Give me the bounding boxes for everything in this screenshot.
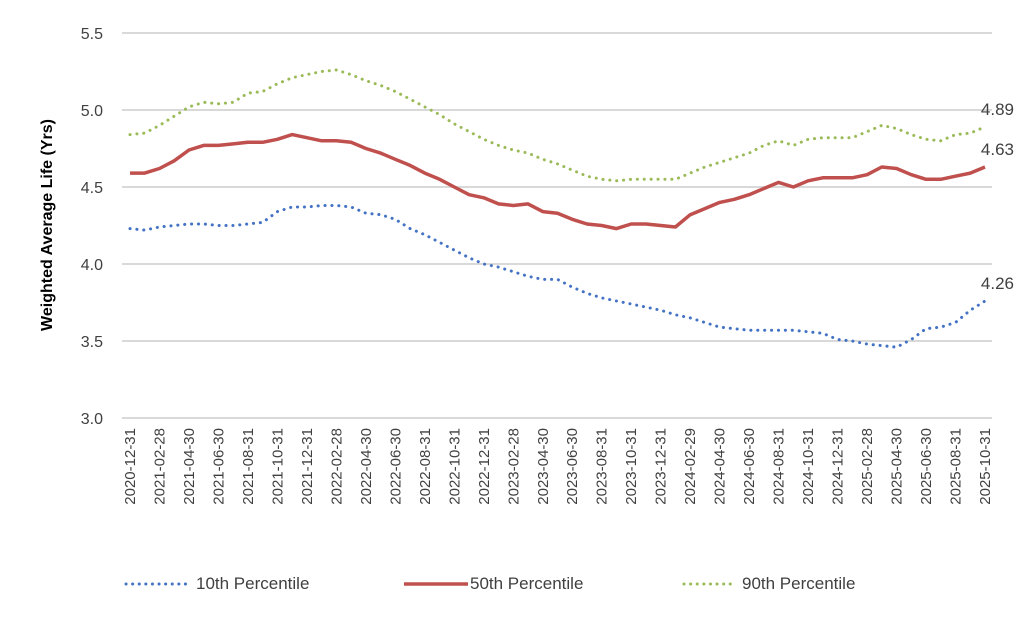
x-tick-label: 2021-08-31 [240, 428, 257, 505]
x-tick-label: 2021-10-31 [269, 428, 286, 505]
end-data-label: 4.89 [981, 100, 1014, 119]
x-tick-label: 2025-08-31 [948, 428, 965, 505]
x-tick-label: 2023-08-31 [594, 428, 611, 505]
x-tick-label: 2020-12-31 [122, 428, 139, 505]
series-line-10th-percentile [128, 204, 987, 349]
y-axis-ticks: 3.0 3.5 4.0 4.5 5.0 5.5 [81, 26, 103, 428]
legend-swatch-90th [682, 582, 734, 586]
legend-item-10th: 10th Percentile [124, 574, 309, 594]
y-tick-label: 4.0 [81, 257, 103, 274]
x-tick-label: 2022-02-28 [328, 428, 345, 505]
x-tick-label: 2025-02-28 [859, 428, 876, 505]
x-tick-label: 2021-02-28 [151, 428, 168, 505]
x-tick-label: 2023-02-28 [505, 428, 522, 505]
x-tick-label: 2024-04-30 [712, 428, 729, 505]
line-chart: 3.0 3.5 4.0 4.5 5.0 5.5 Weighted Average Life… [39, 26, 1014, 505]
end-data-label: 4.26 [981, 274, 1014, 293]
legend-item-50th: 50th Percentile [404, 574, 583, 594]
x-tick-label: 2022-06-30 [387, 428, 404, 505]
data-labels: 4.89 4.63 4.26 [981, 100, 1014, 293]
x-tick-label: 2023-06-30 [564, 428, 581, 505]
legend-swatch-10th [124, 582, 188, 586]
x-tick-label: 2024-06-30 [741, 428, 758, 505]
x-tick-label: 2025-04-30 [889, 428, 906, 505]
end-data-label: 4.63 [981, 140, 1014, 159]
legend-label-50th: 50th Percentile [470, 574, 584, 593]
x-tick-label: 2022-04-30 [358, 428, 375, 505]
x-tick-label: 2024-12-31 [830, 428, 847, 505]
y-axis-label: Weighted Average Life (Yrs) [39, 119, 56, 331]
y-tick-label: 3.0 [81, 411, 103, 428]
legend-label-90th: 90th Percentile [742, 574, 856, 593]
x-tick-label: 2021-12-31 [299, 428, 316, 505]
x-tick-label: 2024-08-31 [771, 428, 788, 505]
series-line-50th-percentile [130, 132, 986, 231]
y-tick-label: 3.5 [81, 334, 103, 351]
series-lines [128, 68, 987, 349]
y-tick-label: 4.5 [81, 180, 103, 197]
x-tick-label: 2025-06-30 [918, 428, 935, 505]
x-tick-label: 2022-10-31 [446, 428, 463, 505]
x-tick-label: 2025-10-31 [977, 428, 994, 505]
legend-label-10th: 10th Percentile [196, 574, 310, 593]
x-tick-label: 2023-12-31 [653, 428, 670, 505]
y-tick-label: 5.5 [81, 26, 103, 43]
x-tick-label: 2023-04-30 [535, 428, 552, 505]
legend: 10th Percentile 50th Percentile 90th Per… [0, 574, 1024, 600]
x-tick-label: 2022-08-31 [417, 428, 434, 505]
x-tick-label: 2022-12-31 [476, 428, 493, 505]
gridlines [122, 32, 992, 419]
x-tick-label: 2024-10-31 [800, 428, 817, 505]
legend-item-90th: 90th Percentile [670, 574, 855, 594]
series-line-90th-percentile [128, 68, 987, 183]
x-axis-ticks: 2020-12-31 2021-02-28 2021-04-30 2021-06-30… [122, 428, 994, 505]
legend-swatch-50th [404, 582, 468, 586]
x-tick-label: 2024-02-29 [682, 428, 699, 505]
x-tick-label: 2021-06-30 [210, 428, 227, 505]
x-tick-label: 2023-10-31 [623, 428, 640, 505]
x-tick-label: 2021-04-30 [181, 428, 198, 505]
y-tick-label: 5.0 [81, 103, 103, 120]
